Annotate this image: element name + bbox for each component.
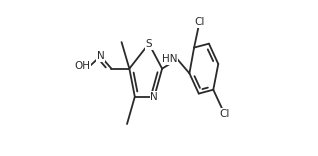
- Text: OH: OH: [74, 61, 90, 71]
- Text: HN: HN: [162, 54, 177, 64]
- Text: N: N: [97, 51, 104, 61]
- Text: Cl: Cl: [219, 109, 230, 119]
- Text: Cl: Cl: [194, 17, 205, 27]
- Text: N: N: [150, 92, 158, 102]
- Text: S: S: [146, 39, 152, 49]
